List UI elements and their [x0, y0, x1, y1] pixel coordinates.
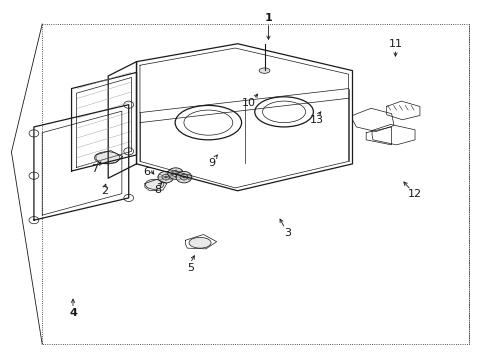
Circle shape — [176, 171, 192, 183]
Ellipse shape — [146, 179, 164, 189]
Circle shape — [124, 101, 134, 108]
Text: 2: 2 — [101, 186, 108, 197]
Text: 9: 9 — [208, 158, 215, 168]
Circle shape — [29, 172, 39, 179]
Circle shape — [158, 171, 173, 183]
Text: 7: 7 — [91, 164, 98, 174]
Text: 12: 12 — [408, 189, 422, 199]
Text: 3: 3 — [285, 228, 292, 238]
Text: 8: 8 — [154, 185, 162, 195]
Text: 6: 6 — [143, 167, 150, 177]
Ellipse shape — [189, 237, 211, 248]
Circle shape — [168, 168, 183, 179]
Text: 4: 4 — [69, 309, 77, 318]
Circle shape — [29, 130, 39, 137]
Circle shape — [29, 217, 39, 224]
Text: 1: 1 — [265, 13, 272, 23]
Text: 11: 11 — [389, 40, 402, 49]
Ellipse shape — [95, 152, 120, 164]
Text: 5: 5 — [187, 263, 194, 273]
Circle shape — [124, 148, 134, 155]
Text: 13: 13 — [310, 115, 324, 125]
Ellipse shape — [259, 68, 270, 73]
Text: 10: 10 — [242, 98, 256, 108]
Circle shape — [124, 194, 134, 202]
